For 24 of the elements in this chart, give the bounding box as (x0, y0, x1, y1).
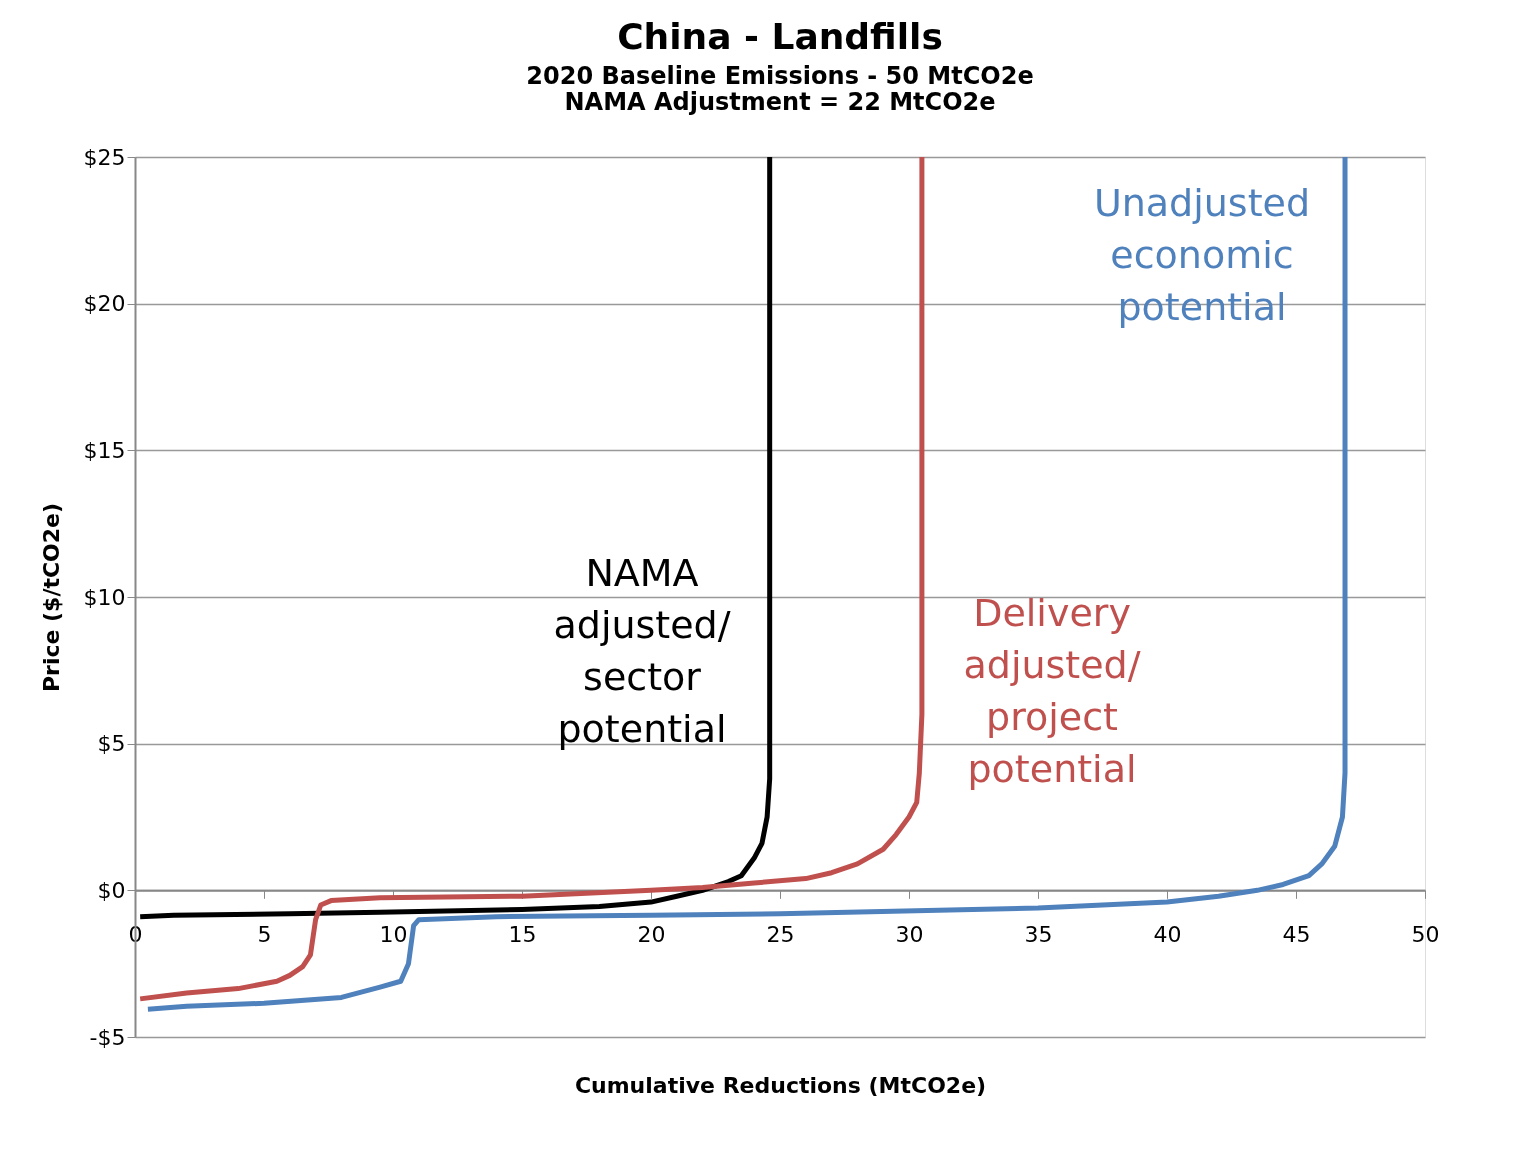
y-tick-label: $20 (83, 291, 126, 317)
y-tick-label: $25 (83, 144, 126, 170)
x-tick-label: 40 (1153, 921, 1182, 947)
y-axis-title: Price ($/tCO2e) (38, 502, 64, 693)
y-tick-label: $10 (83, 584, 126, 610)
x-tick-label: 45 (1282, 921, 1311, 947)
y-tick-label: $0 (97, 877, 126, 903)
x-tick-label: 20 (637, 921, 666, 947)
series-label: NAMA adjusted/ sector potential (553, 551, 731, 751)
x-tick-label: 25 (766, 921, 795, 947)
x-tick-label: 0 (128, 921, 143, 947)
x-tick-label: 15 (508, 921, 537, 947)
chart-title: China - Landfills (617, 16, 943, 57)
series-label: Delivery adjusted/ project potential (963, 591, 1141, 791)
y-tick-label: $15 (83, 437, 126, 463)
chart-subtitle: 2020 Baseline Emissions - 50 MtCO2e NAMA Adjustment = 22 MtCO2e (526, 62, 1034, 116)
x-tick-label: 50 (1411, 921, 1440, 947)
x-tick-label: 10 (379, 921, 408, 947)
y-tick-label: -$5 (89, 1024, 126, 1050)
x-tick-label: 35 (1024, 921, 1053, 947)
y-tick-label: $5 (97, 731, 126, 757)
x-tick-label: 30 (895, 921, 924, 947)
x-tick-label: 5 (257, 921, 272, 947)
x-axis-title: Cumulative Reductions (MtCO2e) (574, 1072, 987, 1098)
